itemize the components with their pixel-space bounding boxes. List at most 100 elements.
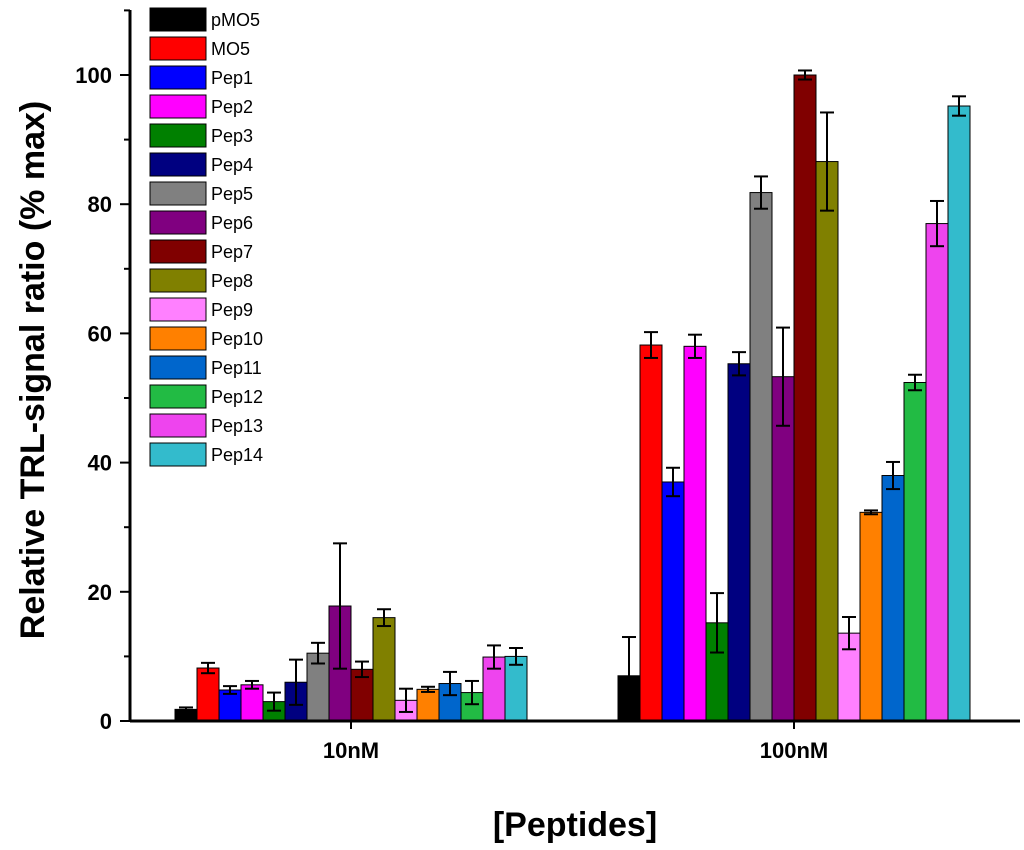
bar-pep11-100nm bbox=[881, 475, 905, 722]
legend-label-pep4: Pep4 bbox=[211, 155, 253, 175]
bar-pep1-100nm bbox=[661, 481, 685, 722]
legend-label-pmo5: pMO5 bbox=[211, 10, 260, 30]
y-tick-label-0: 0 bbox=[100, 709, 112, 734]
legend-swatch-pep1 bbox=[149, 65, 207, 90]
x-tick-label-10nm: 10nM bbox=[323, 738, 379, 763]
bar-pep6-100nm bbox=[771, 376, 795, 722]
error-bar-pep3-10nm bbox=[267, 691, 281, 712]
bar-pep14-10nm bbox=[504, 655, 528, 722]
bar-mo5-100nm bbox=[639, 344, 663, 722]
error-bar-pep12-10nm bbox=[465, 679, 479, 706]
error-bars-layer bbox=[179, 69, 966, 716]
bar-pep10-10nm bbox=[416, 688, 440, 722]
x-axis-title: [Peptides] bbox=[493, 806, 657, 844]
error-bar-pep14-100nm bbox=[952, 95, 966, 117]
error-bar-pep3-100nm bbox=[710, 592, 724, 654]
error-bar-pep4-100nm bbox=[732, 351, 746, 377]
y-tick-label-80: 80 bbox=[88, 192, 112, 217]
error-bar-pep4-10nm bbox=[289, 658, 303, 706]
bar-pep12-100nm bbox=[903, 381, 927, 722]
error-bar-pep7-10nm bbox=[355, 660, 369, 679]
error-bar-pep9-10nm bbox=[399, 687, 413, 713]
error-bar-pep7-100nm bbox=[798, 69, 812, 81]
error-bar-pep12-100nm bbox=[908, 373, 922, 392]
error-bar-pep2-10nm bbox=[245, 679, 259, 690]
legend-item-pmo5: pMO5 bbox=[149, 7, 260, 32]
bars-layer bbox=[174, 74, 971, 722]
legend-item-pep11: Pep11 bbox=[149, 355, 262, 380]
legend-item-pep8: Pep8 bbox=[149, 268, 253, 293]
legend-item-pep3: Pep3 bbox=[149, 123, 253, 148]
error-bar-pep6-10nm bbox=[333, 542, 347, 670]
legend-label-pep7: Pep7 bbox=[211, 242, 253, 262]
legend-item-pep14: Pep14 bbox=[149, 442, 263, 467]
error-bar-pep5-100nm bbox=[754, 175, 768, 210]
bar-pep4-100nm bbox=[727, 363, 751, 722]
legend-item-pep6: Pep6 bbox=[149, 210, 253, 235]
error-bar-pep6-100nm bbox=[776, 326, 790, 427]
axes-layer: 0 20 40 60 80 100 10nM 100nM bbox=[75, 9, 1020, 763]
bar-pep10-100nm bbox=[859, 511, 883, 722]
legend-item-pep13: Pep13 bbox=[149, 413, 263, 438]
error-bar-mo5-10nm bbox=[201, 661, 215, 675]
y-tick-label-20: 20 bbox=[88, 580, 112, 605]
legend-label-mo5: MO5 bbox=[211, 39, 250, 59]
error-bar-pep1-10nm bbox=[223, 685, 237, 695]
legend-label-pep10: Pep10 bbox=[211, 329, 263, 349]
error-bar-pep2-100nm bbox=[688, 333, 702, 359]
legend-item-pep2: Pep2 bbox=[149, 94, 253, 119]
legend-swatch-pep7 bbox=[149, 239, 207, 264]
error-bar-pep5-10nm bbox=[311, 641, 325, 665]
legend-label-pep12: Pep12 bbox=[211, 387, 263, 407]
legend-swatch-pep8 bbox=[149, 268, 207, 293]
legend-swatch-pep13 bbox=[149, 413, 207, 438]
legend-item-pep10: Pep10 bbox=[149, 326, 263, 351]
legend-item-mo5: MO5 bbox=[149, 36, 250, 61]
legend-swatch-pmo5 bbox=[149, 7, 207, 32]
bar-pep7-100nm bbox=[793, 74, 817, 722]
legend-label-pep13: Pep13 bbox=[211, 416, 263, 436]
error-bar-pep8-100nm bbox=[820, 111, 834, 212]
bar-pep14-100nm bbox=[947, 105, 971, 722]
error-bar-pep1-100nm bbox=[666, 466, 680, 498]
legend-item-pep7: Pep7 bbox=[149, 239, 253, 264]
error-bar-pep11-100nm bbox=[886, 460, 900, 491]
y-tick-label-40: 40 bbox=[88, 451, 112, 476]
bar-pep13-100nm bbox=[925, 223, 949, 722]
legend-label-pep5: Pep5 bbox=[211, 184, 253, 204]
bar-pep5-100nm bbox=[749, 192, 773, 722]
legend-swatch-pep9 bbox=[149, 297, 207, 322]
error-bar-pep13-10nm bbox=[487, 644, 501, 670]
bar-pep2-10nm bbox=[240, 684, 264, 722]
legend-label-pep11: Pep11 bbox=[211, 358, 262, 378]
legend-swatch-pep14 bbox=[149, 442, 207, 467]
legend-swatch-pep11 bbox=[149, 355, 207, 380]
legend-swatch-pep4 bbox=[149, 152, 207, 177]
legend-swatch-pep6 bbox=[149, 210, 207, 235]
legend-swatch-pep3 bbox=[149, 123, 207, 148]
bar-pep2-100nm bbox=[683, 345, 707, 722]
error-bar-pep11-10nm bbox=[443, 670, 457, 697]
legend-swatch-pep5 bbox=[149, 181, 207, 206]
error-bar-pep8-10nm bbox=[377, 608, 391, 628]
error-bar-pep14-10nm bbox=[509, 647, 523, 666]
error-bar-pmo5-100nm bbox=[622, 636, 636, 716]
error-bar-pmo5-10nm bbox=[179, 706, 193, 713]
legend-swatch-pep2 bbox=[149, 94, 207, 119]
legend-label-pep2: Pep2 bbox=[211, 97, 253, 117]
error-bar-pep9-100nm bbox=[842, 615, 856, 651]
legend-label-pep6: Pep6 bbox=[211, 213, 253, 233]
error-bar-pep10-100nm bbox=[864, 509, 878, 516]
bar-pep8-100nm bbox=[815, 161, 839, 722]
legend-swatch-pep12 bbox=[149, 384, 207, 409]
legend: pMO5 MO5 Pep1 Pep2 Pep3 Pep4 Pep5 Pep6 Pep7 Pep8 P… bbox=[149, 7, 263, 467]
legend-item-pep1: Pep1 bbox=[149, 65, 253, 90]
legend-label-pep14: Pep14 bbox=[211, 445, 263, 465]
error-bar-pep13-100nm bbox=[930, 199, 944, 248]
legend-item-pep5: Pep5 bbox=[149, 181, 253, 206]
error-bar-pep10-10nm bbox=[421, 685, 435, 693]
legend-label-pep1: Pep1 bbox=[211, 68, 253, 88]
bar-mo5-10nm bbox=[196, 667, 220, 722]
bar-pep8-10nm bbox=[372, 617, 396, 722]
